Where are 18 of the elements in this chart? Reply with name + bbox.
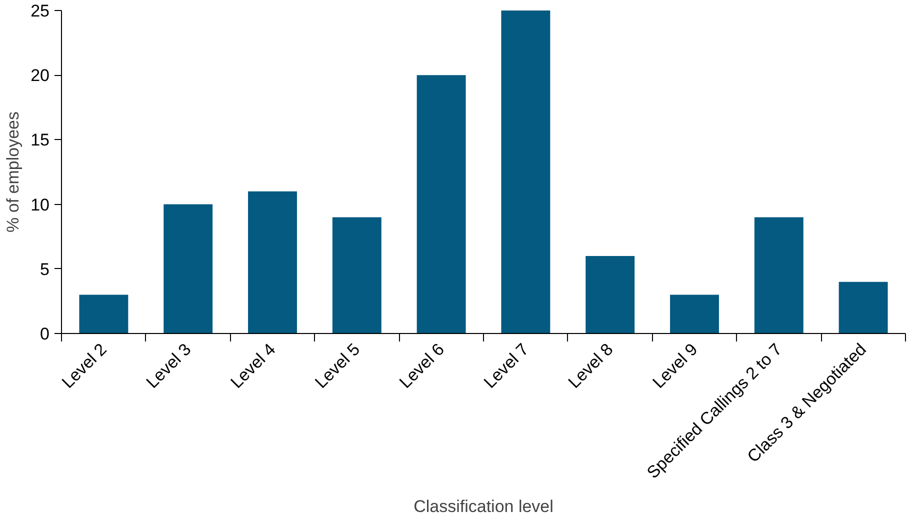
y-tick-label: 20 [30, 66, 50, 86]
y-tick-label: 15 [30, 130, 50, 150]
bar [79, 294, 128, 334]
x-axis-title: Classification level [414, 496, 554, 516]
bar [416, 75, 466, 334]
bar [501, 10, 550, 334]
bar [754, 217, 804, 334]
y-axis-title: % of employees [4, 112, 23, 232]
bar [838, 282, 888, 334]
bar [670, 294, 719, 334]
y-tick-label: 10 [30, 195, 50, 214]
bar [332, 217, 382, 334]
y-tick-label: 0 [40, 324, 50, 344]
y-tick-label: 25 [30, 2, 50, 20]
y-tick-label: 5 [40, 260, 50, 279]
bar [586, 256, 635, 334]
bar [248, 191, 297, 334]
bar [164, 204, 213, 334]
